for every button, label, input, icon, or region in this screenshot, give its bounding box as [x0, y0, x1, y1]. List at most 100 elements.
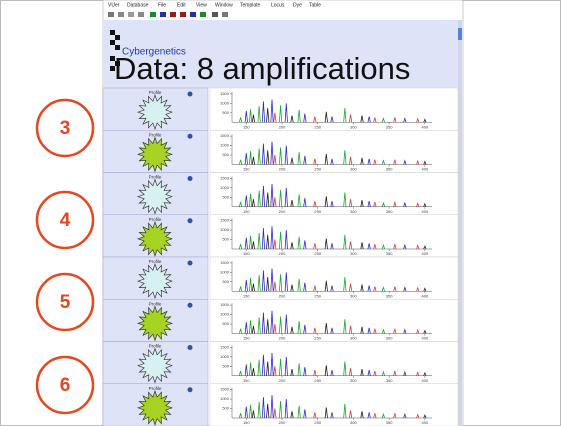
info-badge	[187, 133, 193, 139]
peak	[261, 397, 266, 419]
peak	[297, 109, 301, 123]
peak	[360, 284, 364, 292]
peak	[367, 158, 371, 165]
peak	[416, 413, 420, 419]
peak	[330, 412, 334, 419]
peak	[360, 157, 364, 165]
peak	[290, 284, 294, 292]
peak	[381, 201, 386, 207]
menu-item[interactable]: Dye	[293, 2, 302, 8]
row-label: Profile	[149, 301, 162, 306]
peak	[423, 329, 427, 334]
y-tick-label: 1500	[220, 302, 230, 307]
profile-star	[137, 94, 173, 131]
peak	[251, 199, 256, 207]
peak	[416, 371, 420, 376]
peak	[313, 285, 317, 292]
peak	[266, 234, 270, 250]
peak	[373, 286, 377, 292]
peak	[248, 277, 253, 292]
peak	[297, 405, 301, 419]
peak	[297, 236, 301, 250]
peak	[257, 359, 261, 376]
peak	[373, 244, 377, 250]
x-tick-label: 200	[279, 167, 286, 172]
peak	[270, 141, 274, 165]
peak	[303, 409, 307, 419]
peak	[367, 116, 371, 123]
peak	[367, 243, 371, 250]
peak	[403, 159, 407, 165]
peak	[324, 154, 328, 165]
y-tick-label: 1500	[220, 91, 230, 96]
row-label: Profile	[149, 344, 162, 349]
row-label: Profile	[149, 259, 162, 264]
peak	[248, 235, 253, 250]
y-tick-label: 1000	[220, 354, 230, 359]
peak	[238, 413, 243, 419]
peak	[393, 159, 397, 165]
menu-item[interactable]: Locus	[271, 2, 285, 8]
info-badge	[187, 91, 193, 97]
peak	[360, 115, 364, 123]
peak	[348, 241, 353, 250]
x-tick-label: 350	[386, 251, 393, 256]
peak	[416, 202, 420, 207]
peak	[257, 190, 261, 207]
menu-item[interactable]: Window	[215, 2, 233, 8]
x-tick-label: 400	[422, 167, 429, 172]
annotation-number: 3	[60, 118, 71, 139]
x-tick-label: 200	[279, 336, 286, 341]
peak	[266, 192, 270, 207]
peak	[324, 196, 328, 207]
peak	[423, 118, 427, 123]
peak	[244, 364, 248, 376]
peak	[273, 239, 277, 250]
peak	[284, 187, 288, 207]
menu-item[interactable]: Database	[127, 2, 149, 8]
menu-item[interactable]: View	[196, 2, 207, 8]
peak	[278, 105, 283, 123]
peak	[416, 328, 420, 334]
peak	[313, 200, 317, 207]
peak	[381, 243, 386, 250]
profile-star	[137, 178, 173, 215]
menu-item[interactable]: VUer	[108, 2, 120, 8]
x-tick-label: 250	[314, 336, 321, 341]
x-tick-label: 200	[279, 251, 286, 256]
peak	[284, 103, 288, 123]
x-tick-label: 250	[314, 167, 321, 172]
peak	[416, 244, 420, 250]
peak	[290, 411, 294, 419]
peak	[348, 199, 353, 207]
peak	[367, 285, 371, 292]
peak	[284, 230, 288, 250]
menu-item[interactable]: Table	[309, 2, 321, 8]
x-tick-label: 300	[350, 420, 357, 425]
scroll-thumb[interactable]	[458, 28, 462, 40]
peak	[303, 155, 307, 165]
peak	[393, 244, 397, 250]
peak	[290, 157, 294, 165]
x-tick-label: 300	[350, 251, 357, 256]
y-tick-label: 1500	[220, 133, 230, 138]
y-tick-label: 1000	[220, 396, 230, 401]
menu-item[interactable]: Template	[240, 2, 261, 8]
x-tick-label: 200	[279, 124, 286, 129]
x-tick-label: 200	[279, 209, 286, 214]
x-tick-label: 300	[350, 167, 357, 172]
x-tick-label: 350	[386, 378, 393, 383]
annotation-number: 4	[60, 210, 71, 231]
peak	[324, 238, 328, 250]
menu-item[interactable]: File	[158, 2, 166, 8]
x-tick-label: 350	[386, 336, 393, 341]
peak	[416, 286, 420, 292]
y-tick-label: 1500	[220, 387, 230, 392]
x-tick-label: 400	[422, 336, 429, 341]
row-label: Profile	[149, 386, 162, 391]
peak	[313, 369, 317, 376]
x-tick-label: 400	[422, 293, 429, 298]
x-tick-label: 350	[386, 293, 393, 298]
y-tick-label: 1000	[220, 269, 230, 274]
menu-item[interactable]: Edit	[177, 2, 186, 8]
